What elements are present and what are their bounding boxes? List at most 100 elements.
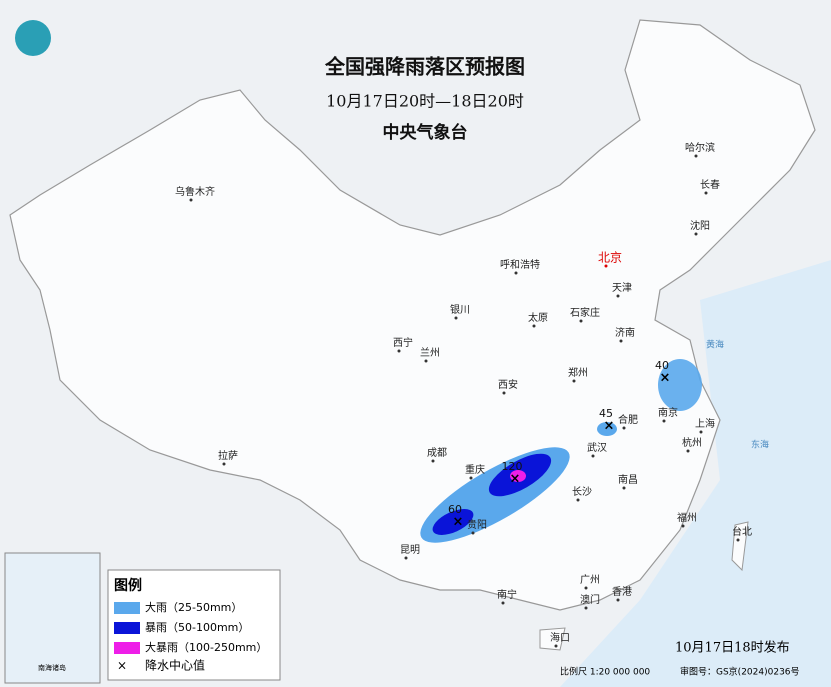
city-dot xyxy=(576,498,580,502)
legend-swatch xyxy=(114,642,140,654)
issued: 10月17日18时发布 xyxy=(675,640,790,656)
city-dot xyxy=(431,459,435,463)
city-dot xyxy=(584,586,588,590)
city-label: 南宁 xyxy=(497,588,517,601)
city-label: 北京 xyxy=(598,251,622,265)
city-label: 呼和浩特 xyxy=(500,259,540,271)
hainan xyxy=(539,627,566,651)
city-label: 上海 xyxy=(695,417,715,430)
city-dot xyxy=(736,538,740,542)
legend-title: 图例 xyxy=(114,577,142,594)
sea-label: 黄海 xyxy=(706,339,724,351)
city-label: 西宁 xyxy=(393,336,413,349)
city-dot xyxy=(424,359,428,363)
city-label: 南京 xyxy=(658,406,678,419)
sea-label: 东海 xyxy=(751,439,769,451)
city-label: 石家庄 xyxy=(570,306,600,319)
city-dot xyxy=(662,419,666,423)
city-dot xyxy=(454,316,458,320)
city-label: 兰州 xyxy=(420,346,440,359)
city-dot xyxy=(604,264,608,268)
city-dot xyxy=(471,531,475,535)
legend-center: 降水中心值 xyxy=(145,658,205,673)
city-label: 郑州 xyxy=(568,366,588,379)
inset xyxy=(4,552,101,684)
city-label: 成都 xyxy=(427,447,447,459)
city-dot xyxy=(501,601,505,605)
rain-area xyxy=(597,422,617,436)
city-dot xyxy=(514,271,518,275)
period: 10月17日20时—18日20时 xyxy=(326,92,524,111)
city-label: 乌鲁木齐 xyxy=(175,185,215,198)
city-label: 济南 xyxy=(615,326,635,339)
center-mark: × xyxy=(510,472,521,487)
city-dot xyxy=(397,349,401,353)
city-label: 澳门 xyxy=(580,593,600,606)
rain-area xyxy=(510,470,526,482)
city-dot xyxy=(694,232,698,236)
city-label: 台北 xyxy=(732,525,752,538)
city-dot xyxy=(699,430,703,434)
rain-area xyxy=(432,509,474,535)
city-label: 长春 xyxy=(700,179,720,191)
legend-swatch xyxy=(114,622,140,634)
city-dot xyxy=(404,556,408,560)
city-label: 广州 xyxy=(580,574,600,586)
approval: 审图号：GS京(2024)0236号 xyxy=(680,666,800,678)
city-label: 南昌 xyxy=(618,473,638,486)
city-dot xyxy=(532,324,536,328)
city-dot xyxy=(554,644,558,648)
city-dot xyxy=(572,379,576,383)
city-label: 天津 xyxy=(612,282,632,294)
rain-areas xyxy=(420,359,702,543)
city-dot xyxy=(222,462,226,466)
city-dot xyxy=(469,476,473,480)
city-dot xyxy=(622,426,626,430)
city-dot xyxy=(584,606,588,610)
city-dot xyxy=(591,454,595,458)
city-label: 合肥 xyxy=(618,413,638,426)
city-dot xyxy=(616,294,620,298)
city-dot xyxy=(189,198,193,202)
taiwan xyxy=(731,521,749,572)
city-label: 太原 xyxy=(528,311,548,324)
city-label: 杭州 xyxy=(682,436,702,449)
city-label: 福州 xyxy=(677,511,697,524)
center-mark: × xyxy=(604,419,615,434)
center-value: 60 xyxy=(448,503,462,516)
city-label: 海口 xyxy=(550,631,570,644)
city-dot xyxy=(686,449,690,453)
legend-label: 暴雨（50-100mm） xyxy=(145,621,249,634)
agency: 中央气象台 xyxy=(383,122,468,143)
legend-label: 大暴雨（100-250mm） xyxy=(145,640,267,654)
city-label: 贵阳 xyxy=(467,518,487,531)
city-dot xyxy=(579,319,583,323)
scale: 比例尺 1:20 000 000 xyxy=(560,666,650,678)
city-label: 银川 xyxy=(450,303,470,316)
legend-x: × xyxy=(117,659,127,673)
city-label: 沈阳 xyxy=(690,219,710,232)
city-label: 武汉 xyxy=(587,441,607,454)
sea xyxy=(560,260,831,687)
legend-label: 大雨（25-50mm） xyxy=(145,600,242,614)
inset-label: 南海诸岛 xyxy=(38,663,66,672)
rain-area xyxy=(658,359,702,411)
center-mark: × xyxy=(453,515,464,530)
city-dot xyxy=(681,524,685,528)
china-outline xyxy=(9,19,816,611)
city-label: 昆明 xyxy=(400,544,420,556)
center-mark: × xyxy=(660,371,671,386)
city-label: 重庆 xyxy=(465,463,485,476)
city-label: 拉萨 xyxy=(218,449,238,462)
logo xyxy=(15,20,51,56)
city-dot xyxy=(622,486,626,490)
city-dot xyxy=(619,339,623,343)
city-label: 长沙 xyxy=(572,486,592,498)
city-dot xyxy=(502,391,506,395)
legend-swatch xyxy=(114,602,140,614)
city-label: 香港 xyxy=(612,586,632,598)
city-label: 哈尔滨 xyxy=(685,141,715,154)
city-label: 西安 xyxy=(498,378,518,391)
city-dot xyxy=(616,598,620,602)
